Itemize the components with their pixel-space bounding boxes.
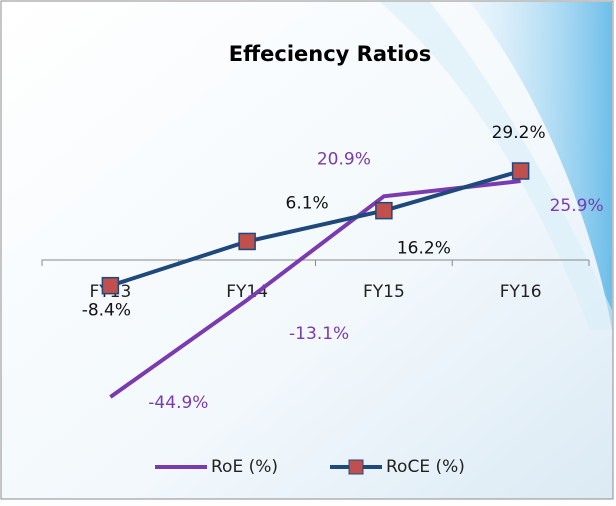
marker [101,276,120,295]
decoration [470,2,612,330]
data-label: -13.1% [289,324,349,344]
chart-title: Effeciency Ratios [229,42,431,66]
data-label: -8.4% [82,301,131,321]
marker [375,201,393,220]
data-label: 20.9% [317,149,371,169]
series-line [109,169,522,288]
data-label: 25.9% [550,196,604,216]
x-tick-label: FY15 [363,282,405,302]
series-line [109,179,521,399]
data-label: 6.1% [286,193,329,213]
legend-marker [348,459,364,475]
legend-label: RoCE (%) [386,457,465,477]
data-label: 29.2% [492,123,546,143]
x-tick-label: FY16 [500,282,542,302]
data-label: 16.2% [397,239,451,259]
x-tick-label: FY14 [226,282,268,302]
data-label: -44.9% [148,393,208,413]
decoration [380,2,612,330]
marker [511,162,530,180]
marker [238,232,256,251]
legend-label: RoE (%) [211,457,278,477]
